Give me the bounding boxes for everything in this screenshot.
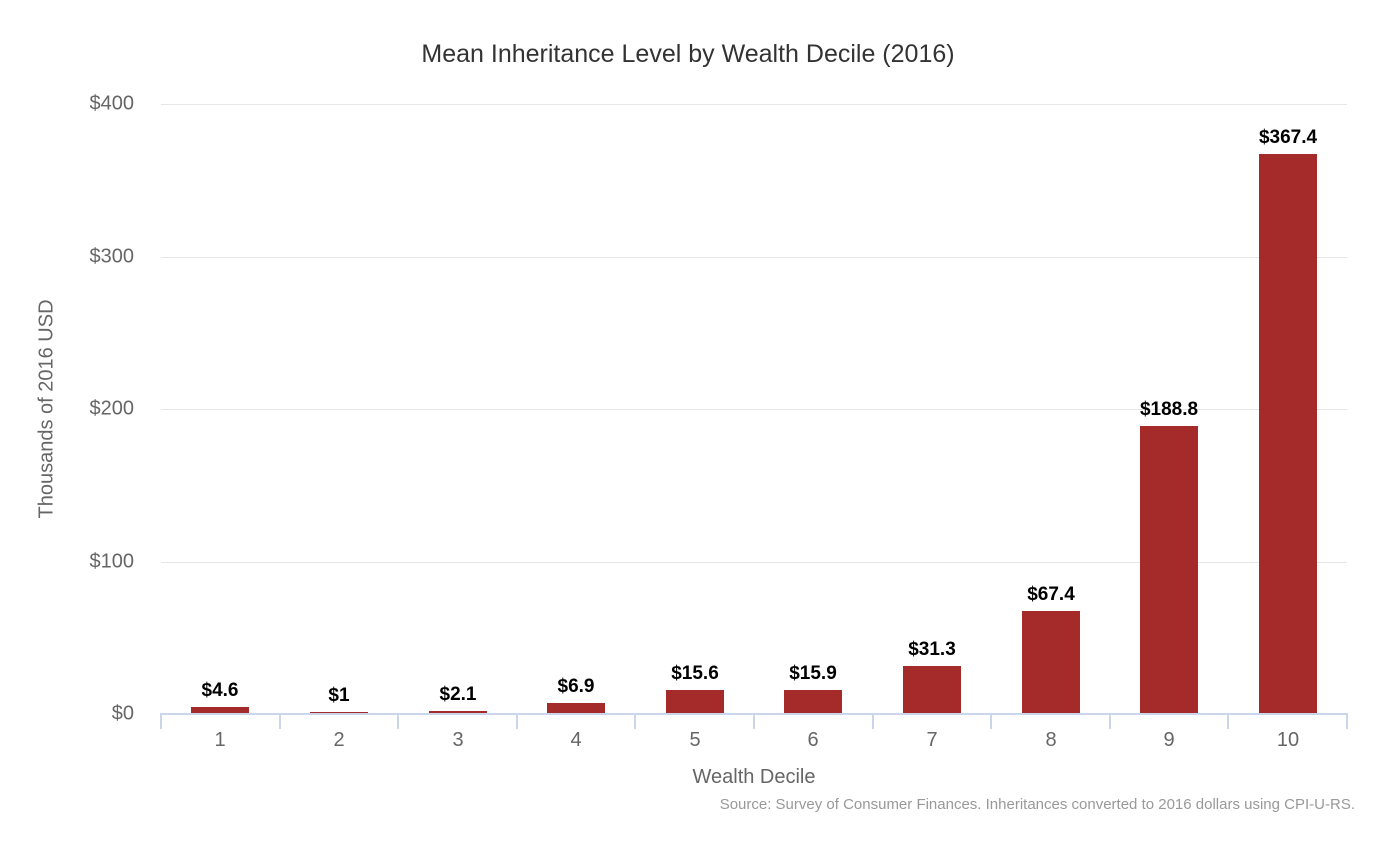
x-tick-mark [634, 713, 636, 729]
bar-decile-4[interactable] [547, 703, 605, 714]
x-tick-mark [753, 713, 755, 729]
y-tick-label: $200 [89, 397, 135, 420]
gridline [161, 409, 1347, 410]
x-tick-mark [1109, 713, 1111, 729]
bar-value-label: $6.9 [557, 676, 595, 697]
x-tick-mark [160, 713, 162, 729]
bar-decile-5[interactable] [666, 690, 724, 714]
bar-decile-6[interactable] [784, 690, 842, 714]
x-tick-label: 1 [214, 729, 226, 751]
chart-title: Mean Inheritance Level by Wealth Decile … [421, 40, 955, 68]
x-tick-mark [990, 713, 992, 729]
x-tick-label: 7 [926, 729, 938, 751]
y-tick-label: $100 [89, 550, 135, 573]
gridline [161, 257, 1347, 258]
y-tick-label: $300 [89, 245, 135, 268]
bar-value-label: $15.9 [789, 663, 837, 684]
bar-value-label: $1 [328, 685, 350, 706]
x-tick-label: 9 [1163, 729, 1175, 751]
bar-decile-8[interactable] [1022, 611, 1080, 714]
y-tick-label: $400 [89, 92, 135, 115]
x-tick-label: 10 [1276, 729, 1300, 751]
bar-value-label: $188.8 [1139, 399, 1199, 420]
x-tick-mark [516, 713, 518, 729]
x-tick-label: 4 [570, 729, 582, 751]
x-tick-mark [872, 713, 874, 729]
x-tick-mark [1346, 713, 1348, 729]
x-tick-label: 3 [452, 729, 464, 751]
x-tick-label: 6 [807, 729, 819, 751]
x-tick-label: 2 [333, 729, 345, 751]
x-tick-mark [1227, 713, 1229, 729]
bar-value-label: $31.3 [908, 639, 956, 660]
gridline [161, 562, 1347, 563]
bar-value-label: $67.4 [1027, 584, 1075, 605]
x-axis-line [161, 713, 1348, 715]
gridline [161, 104, 1347, 105]
bar-decile-3[interactable] [429, 711, 487, 714]
x-tick-mark [397, 713, 399, 729]
bar-value-label: $4.6 [201, 680, 239, 701]
source-credits: Source: Survey of Consumer Finances. Inh… [719, 796, 1355, 813]
bar-decile-7[interactable] [903, 666, 961, 714]
bar-value-label: $2.1 [439, 684, 477, 705]
x-tick-label: 8 [1045, 729, 1057, 751]
x-tick-label: 5 [689, 729, 701, 751]
x-tick-mark [279, 713, 281, 729]
y-tick-label: $0 [111, 702, 134, 725]
x-axis-title: Wealth Decile [692, 766, 816, 788]
bar-decile-1[interactable] [191, 707, 249, 714]
bar-value-label: $15.6 [671, 663, 719, 684]
bar-decile-10[interactable] [1259, 154, 1317, 714]
bar-value-label: $367.4 [1258, 127, 1318, 148]
bar-decile-9[interactable] [1140, 426, 1198, 714]
